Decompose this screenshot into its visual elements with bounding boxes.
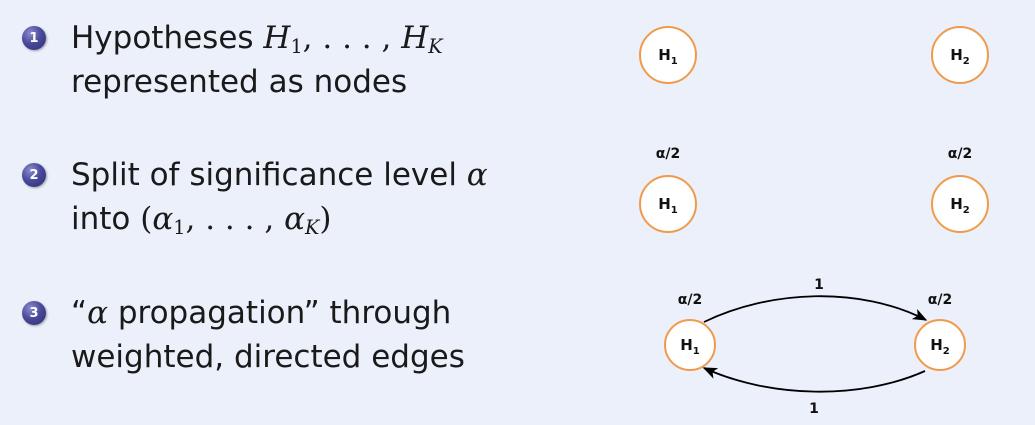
node-h1-row-2: H1 bbox=[639, 175, 697, 233]
edge-weight-h2-to-h1: 1 bbox=[809, 401, 819, 417]
bullet-number-2: 2 bbox=[22, 163, 46, 187]
item-3-text: “α propagation” through weighted, direct… bbox=[71, 291, 465, 379]
item-2-alpha: α bbox=[466, 157, 488, 193]
item-1-line-1-text: Hypotheses bbox=[71, 20, 264, 56]
alpha-label-h2-row-2: α/2 bbox=[948, 146, 972, 162]
item-1-text: Hypotheses H1, . . . , HK represented as… bbox=[71, 16, 443, 104]
item-1-math: H1, . . . , HK bbox=[263, 20, 443, 58]
item-1-line-2: represented as nodes bbox=[71, 64, 408, 100]
node-h2-row-1: H2 bbox=[931, 26, 989, 84]
row-3-graph: α/2 α/2 1 1 H1 H2 bbox=[664, 277, 966, 417]
edge-weight-h1-to-h2: 1 bbox=[814, 277, 824, 293]
node-h1-row-3: H1 bbox=[664, 319, 716, 371]
alpha-label-h1-row-2: α/2 bbox=[656, 146, 680, 162]
svg-text:H2: H2 bbox=[950, 46, 970, 67]
node-h2-row-2: H2 bbox=[931, 175, 989, 233]
item-3-line-1: “α propagation” through bbox=[71, 295, 452, 331]
svg-text:H1: H1 bbox=[658, 46, 678, 67]
bullet-number-3: 3 bbox=[22, 301, 46, 325]
item-3-alpha: α bbox=[87, 295, 108, 331]
node-h1-row-1: H1 bbox=[639, 26, 697, 84]
item-2-text: Split of significance level α into (α1, … bbox=[71, 153, 488, 241]
bullet-number-1: 1 bbox=[22, 26, 46, 50]
item-3-line-2: weighted, directed edges bbox=[71, 339, 465, 375]
svg-text:H2: H2 bbox=[930, 336, 950, 357]
alpha-label-h1-row-3: α/2 bbox=[678, 292, 702, 308]
svg-text:H2: H2 bbox=[950, 195, 970, 216]
edge-h2-to-h1 bbox=[702, 367, 926, 393]
item-2-line-2: into (α1, . . . , αK) bbox=[71, 201, 332, 239]
alpha-label-h2-row-3: α/2 bbox=[928, 292, 952, 308]
item-1-line-1: Hypotheses H1, . . . , HK bbox=[71, 16, 443, 60]
edge-h1-to-h2 bbox=[703, 295, 928, 323]
row-2-nodes: α/2 α/2 H1 H2 bbox=[639, 146, 989, 233]
node-h2-row-3: H2 bbox=[914, 319, 966, 371]
svg-text:H1: H1 bbox=[658, 195, 678, 216]
svg-text:H1: H1 bbox=[680, 336, 700, 357]
row-1-nodes: H1 H2 bbox=[639, 26, 989, 84]
item-2-line-1: Split of significance level α bbox=[71, 157, 488, 193]
item-2-math: (α1, . . . , αK) bbox=[140, 201, 332, 239]
